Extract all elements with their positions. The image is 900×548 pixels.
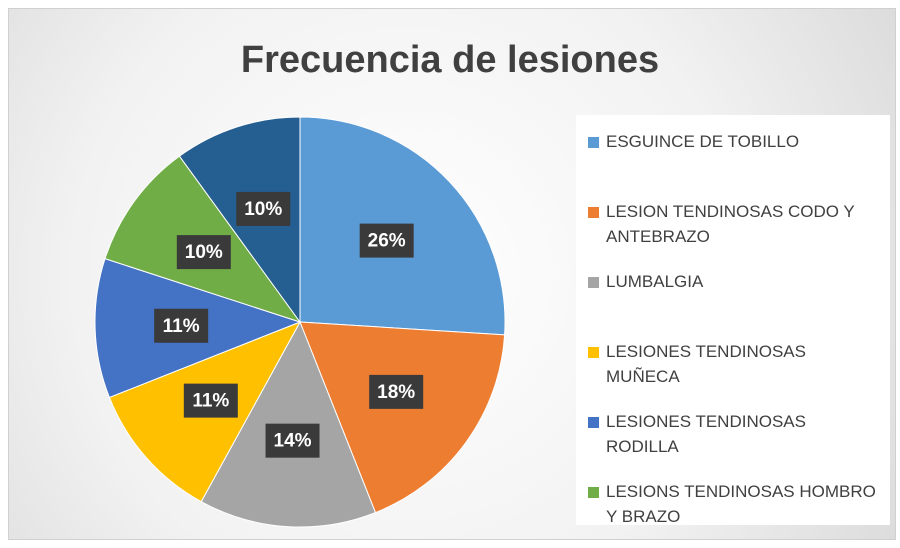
legend-swatch: [588, 347, 599, 358]
legend-item: LESIONES TENDINOSAS MUÑECA: [576, 325, 890, 395]
data-label: 10%: [244, 199, 282, 220]
legend-item: LESIONES TENDINOSAS RODILLA: [576, 395, 890, 465]
pie-slice: [299, 321, 506, 514]
legend-label: LESIONES TENDINOSAS MUÑECA: [606, 342, 806, 386]
legend-label: LESIONES TENDINOSAS RODILLA: [606, 412, 806, 456]
legend-label: ESGUINCE DE TOBILLO: [606, 132, 800, 151]
legend-swatch: [588, 487, 599, 498]
legend-swatch: [588, 417, 599, 428]
chart-title: Frecuencia de lesiones: [241, 39, 659, 81]
legend-swatch: [588, 207, 599, 218]
data-label: 11%: [163, 316, 200, 337]
legend-label: LESION TENDINOSAS CODO Y ANTEBRAZO: [606, 202, 855, 246]
data-label: 10%: [185, 242, 223, 263]
label-box: [176, 235, 231, 270]
legend-swatch: [588, 137, 599, 148]
legend-swatch: [588, 277, 599, 288]
legend-item: ESGUINCE DE TOBILLO: [576, 115, 890, 185]
label-box: [154, 308, 209, 343]
label-box: [359, 223, 414, 258]
data-label: 14%: [274, 431, 312, 452]
legend-item: LESIONS TENDINOSAS HOMBRO Y BRAZO: [576, 465, 890, 525]
data-label: 18%: [377, 382, 415, 403]
label-box: [236, 191, 291, 226]
data-label: 26%: [368, 231, 406, 252]
label-box: [369, 374, 424, 409]
legend-label: LESIONS TENDINOSAS HOMBRO Y BRAZO: [606, 482, 876, 525]
legend-label: LUMBALGIA: [606, 272, 704, 291]
label-box: [265, 423, 320, 458]
legend-item: LESION TENDINOSAS CODO Y ANTEBRAZO: [576, 185, 890, 255]
label-box: [183, 383, 238, 418]
data-label: 11%: [192, 391, 229, 412]
legend: ESGUINCE DE TOBILLO LESION TENDINOSAS COD…: [576, 115, 890, 525]
legend-item: LUMBALGIA: [576, 255, 890, 325]
